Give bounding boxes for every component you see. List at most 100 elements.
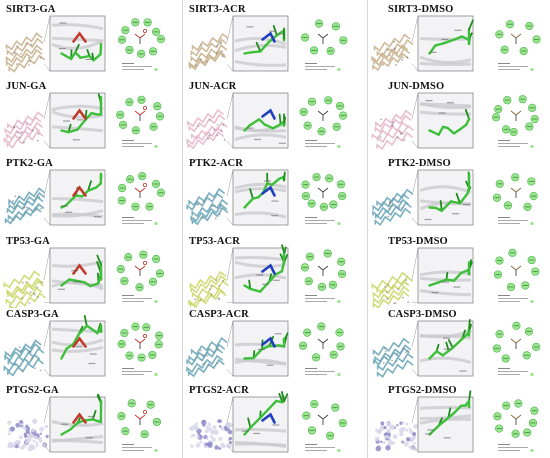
panel-sirt3-ga: SIRT3-GA — [0, 0, 182, 76]
binding-site-zoom — [49, 315, 106, 377]
interaction-diagram-2d — [116, 250, 164, 304]
binding-site-zoom — [49, 15, 106, 72]
binding-site-zoom — [49, 247, 106, 304]
panel-graphic — [7, 393, 161, 453]
binding-site-zoom — [49, 393, 106, 453]
panel-label: PTK2-GA — [6, 158, 53, 169]
panel-sirt3-dmso: SIRT3-DMSO — [368, 0, 550, 76]
panel-graphic — [374, 390, 539, 453]
panel-graphic — [3, 247, 164, 308]
protein-overview — [3, 339, 45, 377]
panel-label: SIRT3-ACR — [189, 4, 246, 15]
panel-casp3-dmso: CASP3-DMSO — [368, 305, 550, 381]
interaction-diagram-2d — [492, 321, 541, 377]
panel-label: CASP3-GA — [6, 309, 59, 320]
panel-graphic — [371, 92, 539, 151]
panel-tp53-acr: TP53-ACR — [183, 232, 365, 308]
panel-sirt3-acr: SIRT3-ACR — [183, 0, 365, 76]
binding-site-zoom — [49, 169, 106, 226]
panel-graphic — [188, 244, 347, 308]
panel-graphic — [371, 247, 540, 308]
panel-jun-ga: JUN-GA — [0, 77, 182, 153]
interaction-diagram-2d — [300, 249, 347, 304]
binding-site-zoom — [49, 92, 106, 149]
panel-label: CASP3-DMSO — [388, 309, 457, 320]
binding-site-zoom — [417, 15, 474, 72]
interaction-diagram-2d — [117, 399, 161, 453]
panel-jun-dmso: JUN-DMSO — [368, 77, 550, 153]
protein-overview — [371, 109, 414, 151]
panel-label: PTGS2-DMSO — [388, 385, 457, 396]
interaction-diagram-2d — [492, 173, 538, 226]
protein-overview — [4, 187, 46, 225]
interaction-diagram-2d — [117, 18, 166, 72]
protein-overview — [186, 336, 228, 378]
panel-label: PTGS2-GA — [6, 385, 59, 396]
interaction-diagram-2d — [300, 19, 348, 72]
panel-casp3-acr: CASP3-ACR — [183, 305, 365, 381]
panel-label: PTGS2-ACR — [189, 385, 249, 396]
panel-ptgs2-ga: PTGS2-GA — [0, 381, 182, 457]
binding-site-zoom — [417, 319, 474, 377]
protein-overview — [372, 188, 413, 227]
panel-label: TP53-GA — [6, 236, 50, 247]
interaction-diagram-2d — [493, 248, 540, 304]
protein-overview — [372, 337, 414, 378]
panel-graphic — [3, 92, 165, 149]
panel-label: PTK2-DMSO — [388, 158, 451, 169]
panel-ptgs2-acr: PTGS2-ACR — [183, 381, 365, 457]
panel-label: PTK2-ACR — [189, 158, 243, 169]
binding-site-zoom — [232, 320, 289, 377]
panel-graphic — [186, 92, 348, 150]
interaction-diagram-2d — [491, 95, 539, 149]
binding-site-zoom — [232, 169, 289, 226]
interaction-diagram-2d — [298, 322, 345, 377]
interaction-diagram-2d — [117, 171, 166, 226]
column-divider — [182, 0, 183, 458]
panel-label: SIRT3-GA — [6, 4, 56, 15]
protein-overview — [371, 271, 413, 308]
panel-graphic — [4, 169, 166, 226]
protein-overview — [186, 187, 229, 226]
interaction-diagram-2d — [301, 172, 347, 226]
binding-site-zoom — [232, 15, 289, 72]
protein-overview — [189, 419, 233, 450]
protein-overview — [188, 32, 229, 71]
panel-graphic — [186, 320, 345, 378]
panel-graphic — [372, 319, 541, 378]
binding-site-zoom — [417, 169, 474, 226]
panel-graphic — [5, 15, 166, 73]
panel-label: JUN-ACR — [189, 81, 237, 92]
panel-graphic — [3, 315, 164, 377]
panel-graphic — [372, 169, 538, 227]
interaction-diagram-2d — [299, 96, 348, 149]
binding-site-zoom — [417, 247, 474, 304]
panel-label: JUN-DMSO — [388, 81, 445, 92]
panel-graphic — [371, 15, 541, 72]
panel-graphic — [186, 169, 347, 226]
panel-label: SIRT3-DMSO — [388, 4, 454, 15]
panel-graphic — [188, 15, 348, 72]
panel-label: CASP3-ACR — [189, 309, 249, 320]
binding-site-zoom — [232, 92, 289, 149]
binding-site-zoom — [232, 391, 289, 453]
panel-tp53-ga: TP53-GA — [0, 232, 182, 308]
panel-ptk2-acr: PTK2-ACR — [183, 154, 365, 230]
panel-casp3-ga: CASP3-GA — [0, 305, 182, 381]
panel-jun-acr: JUN-ACR — [183, 77, 365, 153]
binding-site-zoom — [232, 244, 289, 304]
panel-graphic — [189, 391, 347, 453]
interaction-diagram-2d — [493, 399, 539, 453]
panel-tp53-dmso: TP53-DMSO — [368, 232, 550, 308]
protein-overview — [3, 111, 44, 149]
panel-ptk2-ga: PTK2-GA — [0, 154, 182, 230]
protein-overview — [371, 33, 414, 72]
interaction-diagram-2d — [117, 322, 164, 377]
binding-site-zoom — [417, 390, 474, 453]
binding-site-zoom — [417, 92, 474, 149]
protein-overview — [5, 32, 46, 73]
protein-overview — [186, 108, 228, 150]
protein-overview — [188, 270, 229, 308]
panel-ptgs2-dmso: PTGS2-DMSO — [368, 381, 550, 457]
